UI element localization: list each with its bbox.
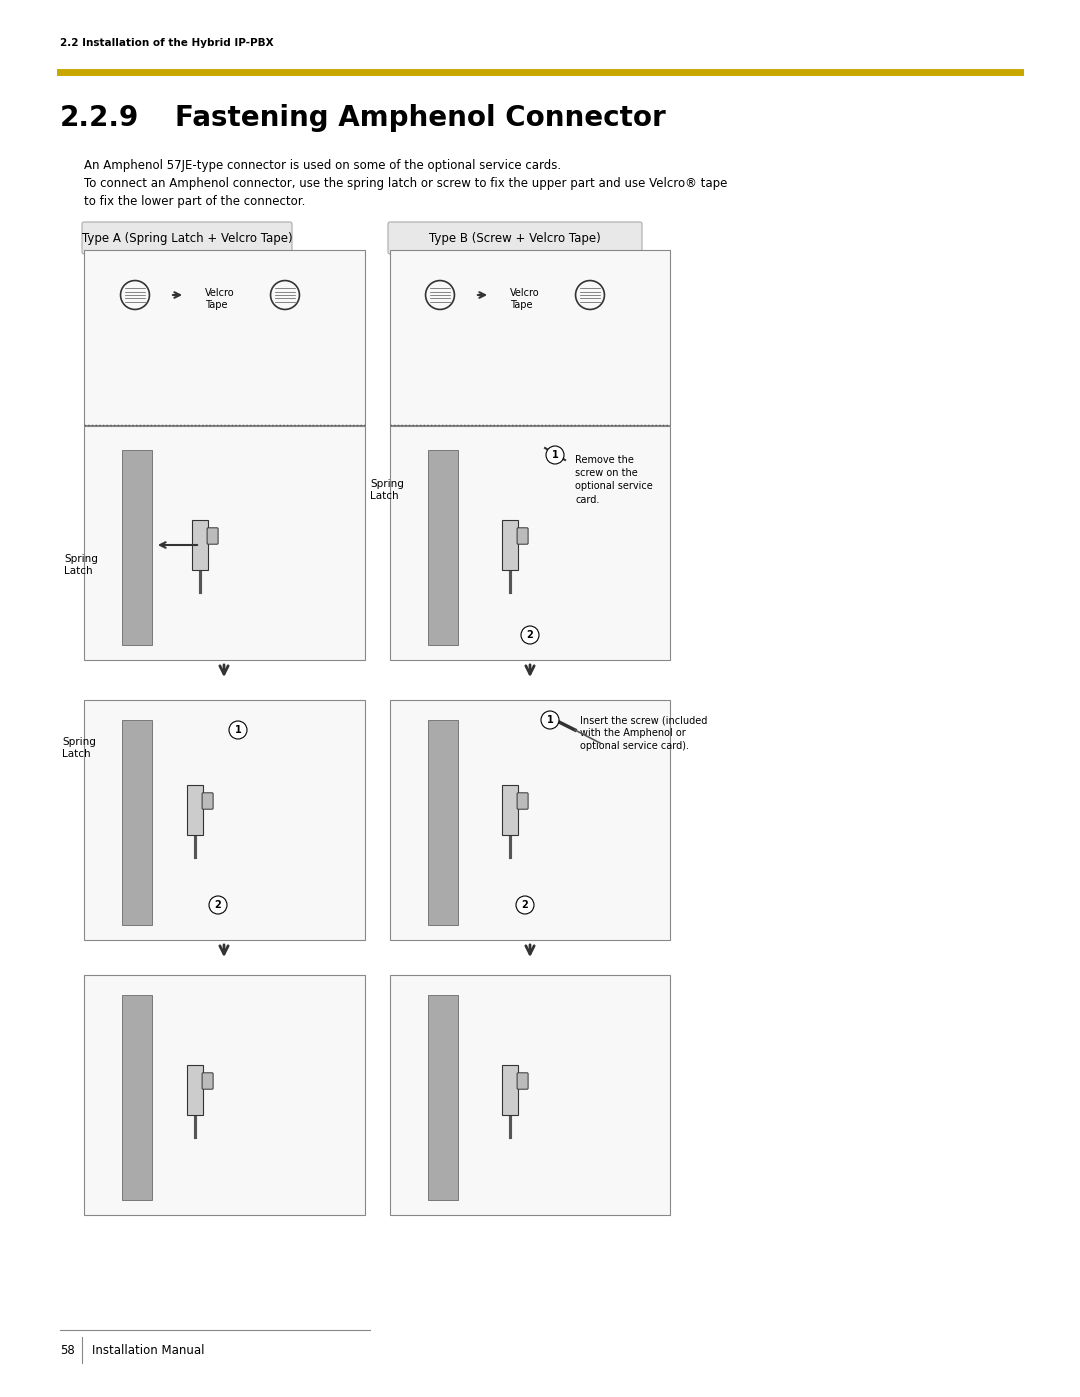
- FancyBboxPatch shape: [207, 528, 218, 545]
- Bar: [84, 250, 365, 425]
- Text: Velcro
Tape: Velcro Tape: [510, 288, 540, 310]
- Text: Remove the
screw on the
optional service
card.: Remove the screw on the optional service…: [575, 455, 652, 504]
- Bar: [122, 995, 152, 1200]
- Bar: [192, 520, 208, 570]
- Circle shape: [229, 721, 247, 739]
- Bar: [428, 719, 458, 925]
- Text: Installation Manual: Installation Manual: [92, 1344, 204, 1356]
- Bar: [428, 995, 458, 1200]
- FancyBboxPatch shape: [517, 528, 528, 545]
- FancyBboxPatch shape: [517, 793, 528, 809]
- Text: 2: 2: [522, 900, 528, 909]
- Text: 1: 1: [546, 715, 553, 725]
- Text: Fastening Amphenol Connector: Fastening Amphenol Connector: [175, 103, 665, 131]
- Bar: [502, 520, 518, 570]
- Text: 2.2 Installation of the Hybrid IP-PBX: 2.2 Installation of the Hybrid IP-PBX: [60, 38, 273, 47]
- Text: Type B (Screw + Velcro Tape): Type B (Screw + Velcro Tape): [429, 232, 600, 244]
- Bar: [428, 450, 458, 645]
- Bar: [187, 785, 203, 835]
- Bar: [390, 426, 670, 659]
- FancyBboxPatch shape: [82, 222, 292, 254]
- Bar: [122, 450, 152, 645]
- Bar: [84, 700, 365, 940]
- Text: 2.2.9: 2.2.9: [60, 103, 139, 131]
- Bar: [502, 1066, 518, 1115]
- Bar: [122, 719, 152, 925]
- FancyBboxPatch shape: [388, 222, 642, 254]
- Text: 1: 1: [552, 450, 558, 460]
- Text: 1: 1: [234, 725, 241, 735]
- Circle shape: [516, 895, 534, 914]
- Bar: [390, 975, 670, 1215]
- Text: Type A (Spring Latch + Velcro Tape): Type A (Spring Latch + Velcro Tape): [82, 232, 293, 244]
- Text: Spring
Latch: Spring Latch: [62, 736, 96, 759]
- Text: Spring
Latch: Spring Latch: [64, 553, 98, 576]
- Text: to fix the lower part of the connector.: to fix the lower part of the connector.: [84, 194, 306, 208]
- Text: 2: 2: [527, 630, 534, 640]
- Text: Spring
Latch: Spring Latch: [370, 479, 404, 502]
- Text: 2: 2: [215, 900, 221, 909]
- FancyBboxPatch shape: [517, 1073, 528, 1090]
- FancyBboxPatch shape: [202, 1073, 213, 1090]
- Bar: [187, 1066, 203, 1115]
- Circle shape: [521, 626, 539, 644]
- Bar: [390, 700, 670, 940]
- Text: An Amphenol 57JE-type connector is used on some of the optional service cards.: An Amphenol 57JE-type connector is used …: [84, 158, 562, 172]
- Circle shape: [546, 446, 564, 464]
- Text: 58: 58: [60, 1344, 75, 1356]
- Bar: [84, 975, 365, 1215]
- Text: Velcro
Tape: Velcro Tape: [205, 288, 234, 310]
- FancyBboxPatch shape: [202, 793, 213, 809]
- Bar: [502, 785, 518, 835]
- Circle shape: [210, 895, 227, 914]
- Text: To connect an Amphenol connector, use the spring latch or screw to fix the upper: To connect an Amphenol connector, use th…: [84, 176, 727, 190]
- Bar: [84, 426, 365, 659]
- Text: Insert the screw (included
with the Amphenol or
optional service card).: Insert the screw (included with the Amph…: [580, 715, 707, 752]
- Circle shape: [541, 711, 559, 729]
- Bar: [390, 250, 670, 425]
